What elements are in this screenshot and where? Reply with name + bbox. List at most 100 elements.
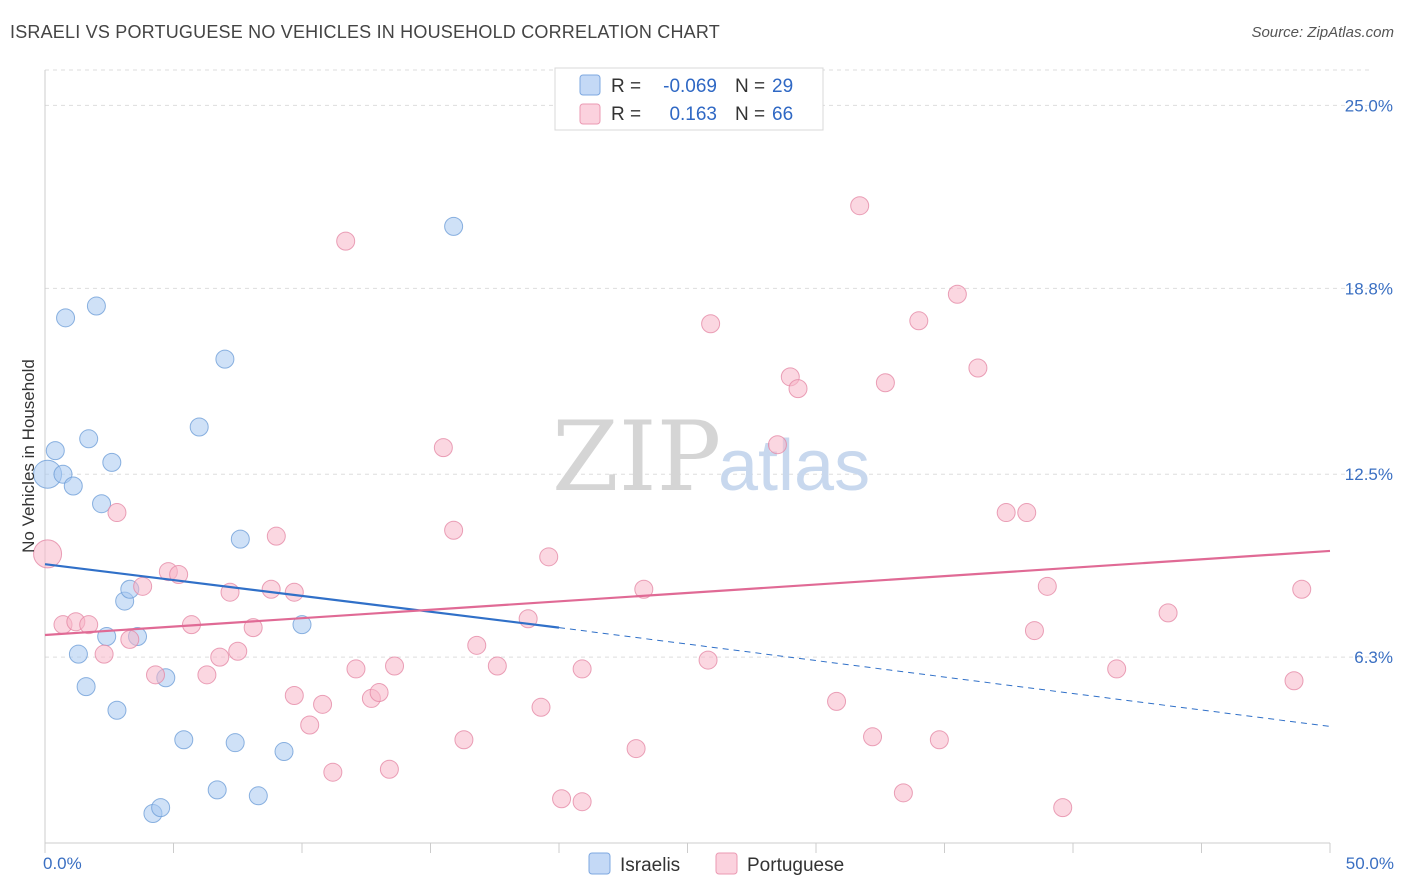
portuguese-point [996,503,1016,523]
watermark-zip: ZIP [552,401,721,513]
portuguese-point [698,650,718,670]
portuguese-point [1053,798,1073,818]
portuguese-point [169,565,189,585]
legend-portuguese-label: Portuguese [747,855,844,876]
portuguese-point [531,697,551,717]
portuguese-point [210,647,230,667]
portuguese-point [107,503,127,523]
stats-legend: R = -0.069 N = 29 R = 0.163 N = 66 [554,67,824,131]
israelis-r-value: -0.069 [663,76,717,97]
portuguese-point [313,694,333,714]
y-tick-label: 18.8% [1345,279,1393,298]
portuguese-point [228,641,248,661]
portuguese-swatch [579,103,601,125]
israelis-point [76,677,96,697]
portuguese-point [300,715,320,735]
portuguese-point [379,759,399,779]
y-tick-label: 12.5% [1345,465,1393,484]
trend-lines [44,549,1331,727]
israelis-point [92,494,112,514]
portuguese-r-value: 0.163 [669,104,717,125]
portuguese-point [444,520,464,540]
portuguese-point [1037,576,1057,596]
israelis-trend-line [44,563,560,629]
portuguese-point [909,311,929,331]
data-points [33,196,1312,823]
portuguese-point [767,435,787,455]
portuguese-point [433,438,453,458]
portuguese-point [467,635,487,655]
portuguese-point [454,730,474,750]
portuguese-point [1107,659,1127,679]
portuguese-point [346,659,366,679]
gridlines [45,69,1370,658]
israelis-point [207,780,227,800]
portuguese-point [323,762,343,782]
portuguese-point [701,314,721,334]
portuguese-point [634,579,654,599]
portuguese-point [243,618,263,638]
portuguese-point [266,526,286,546]
axes [44,70,1331,853]
israelis-point [102,452,122,472]
israelis-n-label: N = [735,76,765,97]
y-tick-label: 6.3% [1354,648,1393,667]
israelis-point [56,308,76,328]
portuguese-point [1017,503,1037,523]
portuguese-point [929,730,949,750]
portuguese-point [1292,579,1312,599]
israelis-point [230,529,250,549]
israelis-point [189,417,209,437]
portuguese-point [369,683,389,703]
israelis-trend-extension [558,627,1331,727]
israelis-r-label: R = [611,76,641,97]
y-axis-label: No Vehicles in Household [19,359,38,553]
portuguese-trend-line [44,549,1331,637]
portuguese-n-label: N = [735,104,765,125]
portuguese-point [79,615,99,635]
portuguese-point [863,727,883,747]
tick-labels: 0.0% 50.0% 6.3% 12.5% 18.8% 25.0% [43,96,1394,873]
israelis-point [151,798,171,818]
portuguese-point [850,196,870,216]
israelis-point [248,786,268,806]
portuguese-point [385,656,405,676]
portuguese-point [284,685,304,705]
portuguese-point [487,656,507,676]
portuguese-point [94,644,114,664]
portuguese-point [788,379,808,399]
israelis-point [68,644,88,664]
legend-israelis-label: Israelis [620,855,680,876]
chart-title: ISRAELI VS PORTUGUESE NO VEHICLES IN HOU… [10,22,720,42]
portuguese-point [1284,671,1304,691]
portuguese-point [968,358,988,378]
x-tick-label: 0.0% [43,854,82,873]
israelis-point [107,700,127,720]
legend-portuguese-swatch [715,852,738,875]
israelis-point [215,349,235,369]
portuguese-n-value: 66 [772,104,793,125]
portuguese-point [875,373,895,393]
portuguese-point [827,691,847,711]
portuguese-r-label: R = [611,104,641,125]
portuguese-point [572,659,592,679]
portuguese-point [197,665,217,685]
portuguese-point [146,665,166,685]
israelis-point [225,733,245,753]
portuguese-point [33,539,63,569]
portuguese-point [893,783,913,803]
legend-israelis-swatch [588,852,611,875]
israelis-swatch [579,74,601,96]
x-tick-label: 50.0% [1346,854,1394,873]
israelis-point [292,615,312,635]
portuguese-point [947,284,967,304]
portuguese-point [120,629,140,649]
watermark-atlas: atlas [718,426,870,506]
source-credit: Source: ZipAtlas.com [1251,24,1394,41]
portuguese-point [626,739,646,759]
portuguese-point [261,579,281,599]
israelis-point [63,476,83,496]
portuguese-point [572,792,592,812]
israelis-point [444,216,464,236]
